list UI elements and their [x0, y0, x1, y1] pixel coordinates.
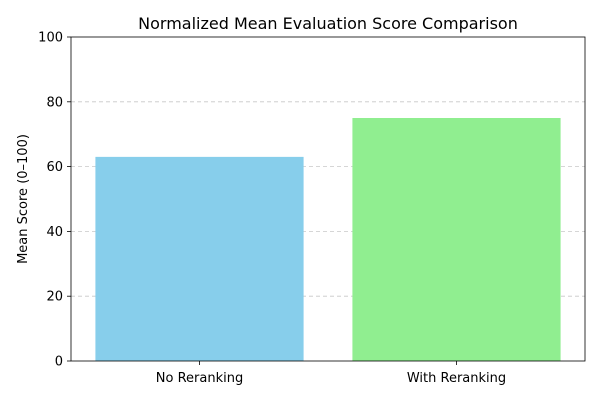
y-tick-label-80: 80: [46, 95, 63, 110]
bar-with-reranking: [352, 118, 561, 361]
y-tick-label-20: 20: [46, 290, 63, 305]
y-tick-label-60: 60: [46, 160, 63, 175]
x-tick-label-no-reranking: No Reranking: [156, 371, 243, 386]
chart-title: Normalized Mean Evaluation Score Compari…: [138, 14, 518, 33]
y-axis-ticks: 0 20 40 60 80 100: [38, 31, 71, 370]
bars: [95, 118, 561, 361]
y-tick-label-100: 100: [38, 31, 63, 46]
y-tick-label-0: 0: [55, 355, 63, 370]
y-axis-label: Mean Score (0–100): [16, 134, 31, 264]
y-tick-label-40: 40: [46, 225, 63, 240]
plot-frame: [70, 36, 586, 362]
bar-no-reranking: [95, 156, 304, 361]
x-axis-ticks: No Reranking With Reranking: [156, 361, 506, 386]
x-tick-label-with-reranking: With Reranking: [407, 371, 506, 386]
